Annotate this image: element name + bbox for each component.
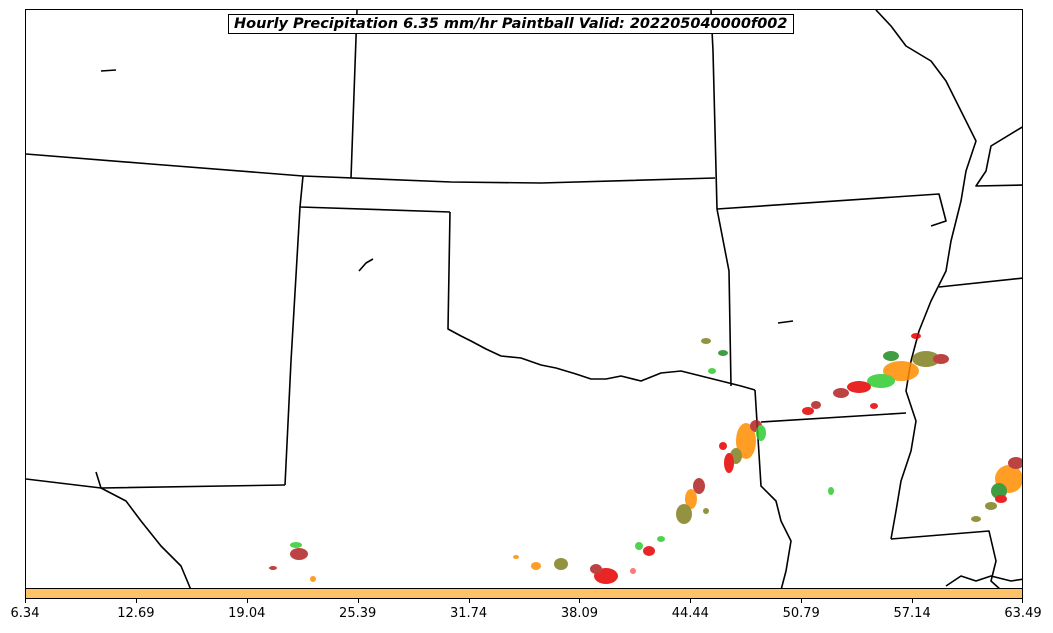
colorbar-tick-label: 38.09 (560, 606, 599, 621)
colorbar-tick (357, 599, 359, 603)
border-mo-ar (716, 193, 947, 227)
border-ky (975, 126, 1022, 187)
colorbar-tick (912, 599, 914, 603)
border-ne-ks (26, 153, 716, 184)
colorbar-tick (801, 599, 803, 603)
map-panel (25, 9, 1023, 589)
mississippi-river (875, 10, 977, 540)
border-nm-tx (284, 206, 301, 486)
border-ar-la (760, 412, 907, 423)
colorbar-tick-label: 63.49 (1004, 606, 1042, 621)
colorbar-tick-label: 19.04 (228, 606, 266, 621)
colorbar-tick (25, 599, 26, 603)
colorbar-tick (246, 599, 248, 603)
colorbar (25, 588, 1023, 599)
border-ms-la (890, 530, 1000, 588)
border-tx-mx (95, 471, 192, 588)
colorbar-tick (1022, 599, 1023, 603)
colorbar-tick-label: 50.79 (782, 606, 820, 621)
border-ok-ar (716, 208, 732, 387)
colorbar-tick (579, 599, 581, 603)
gulf-coast (945, 575, 1022, 587)
colorbar-tick (690, 599, 692, 603)
colorbar-tick-label: 31.74 (449, 606, 488, 621)
colorbar-tick (135, 599, 137, 603)
state-borders-map (26, 10, 1022, 588)
colorbar-tick (468, 599, 470, 603)
colorbar-tick-label: 57.14 (893, 606, 931, 621)
border-nm-south (26, 478, 286, 489)
map-title: Hourly Precipitation 6.35 mm/hr Paintbal… (228, 14, 794, 34)
lake-1 (100, 69, 117, 72)
precipitation-paintball (269, 333, 1022, 584)
lake-2 (358, 258, 374, 272)
colorbar-tick-label: 44.44 (671, 606, 709, 621)
lake-3 (777, 320, 794, 324)
border-tn (938, 277, 1022, 288)
border-co-ks (350, 10, 358, 179)
border-ok-north (447, 211, 756, 391)
colorbar-tick-label: 6.34 (10, 606, 40, 621)
colorbar-tick-label: 25.39 (339, 606, 377, 621)
colorbar-tick-label: 12.69 (117, 606, 155, 621)
border-ks-mo (710, 10, 718, 210)
